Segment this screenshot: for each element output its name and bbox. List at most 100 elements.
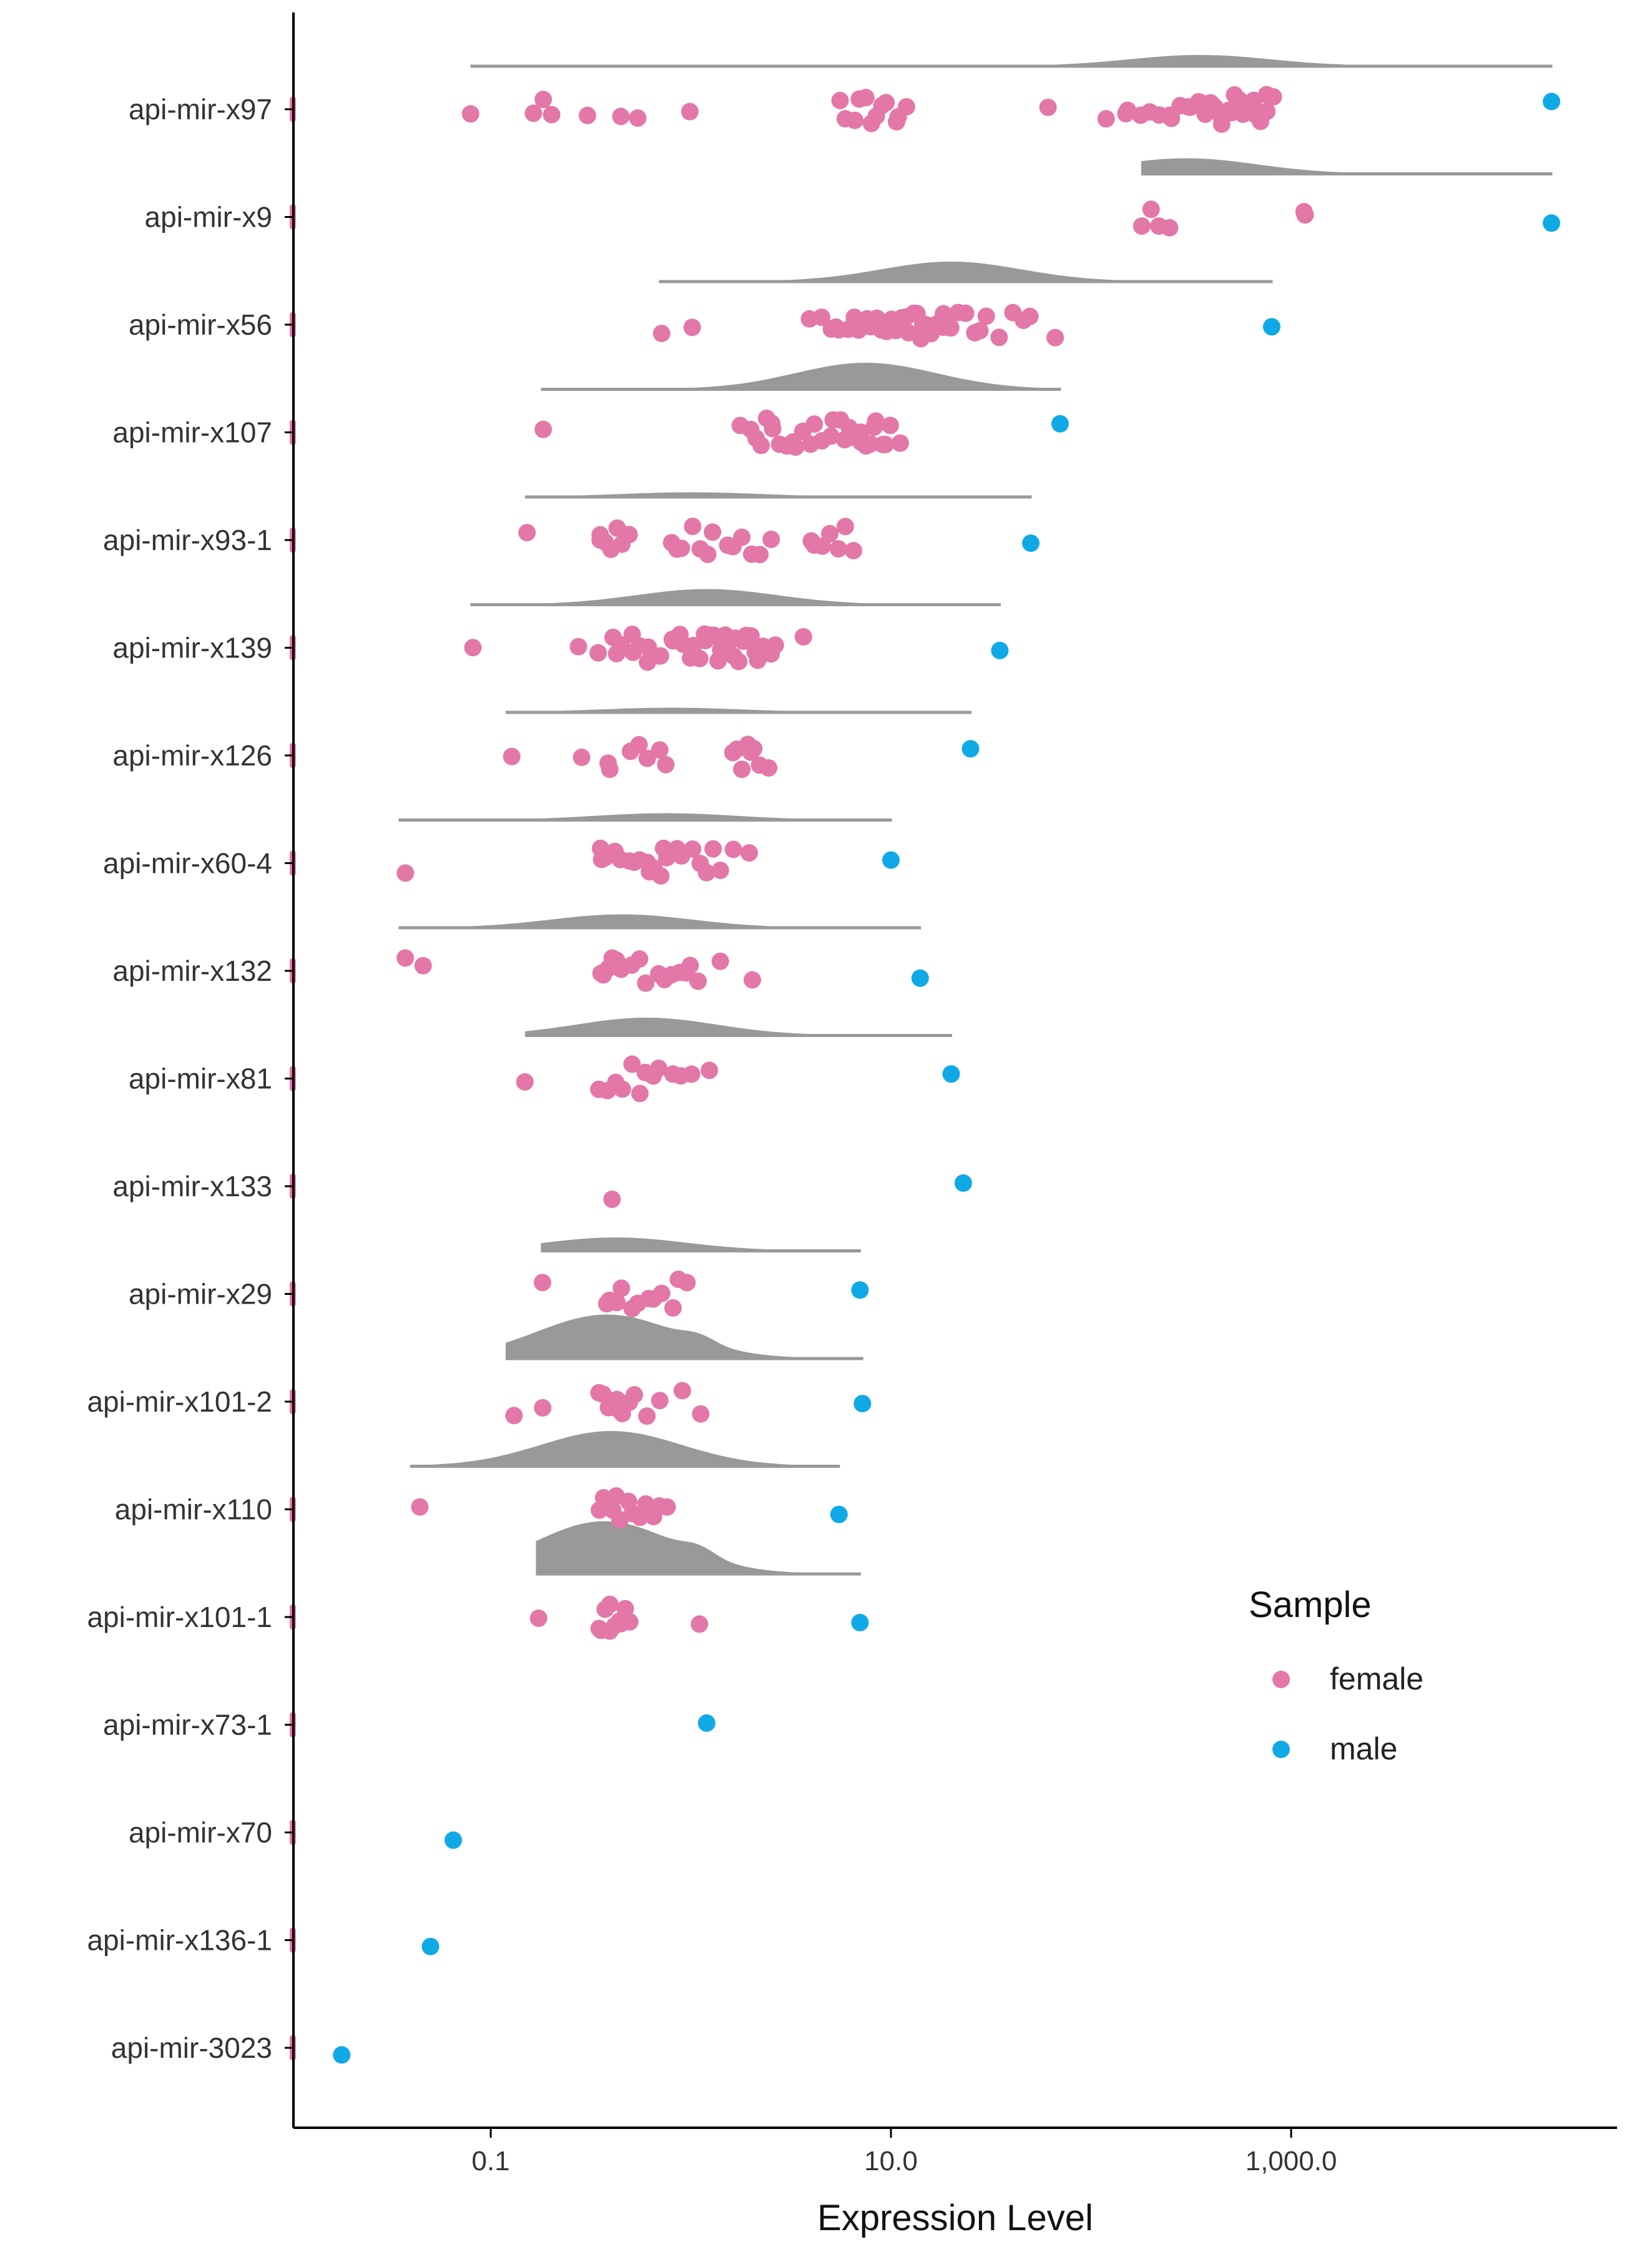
female-point <box>644 1067 662 1085</box>
female-point <box>631 950 649 968</box>
male-point <box>1543 92 1560 111</box>
female-point <box>524 104 543 122</box>
female-point <box>1021 307 1039 325</box>
female-point <box>794 628 812 646</box>
female-point <box>624 643 642 661</box>
y-tick-label: api-mir-x73-1 <box>103 1709 272 1741</box>
female-point <box>626 1386 643 1404</box>
female-point <box>601 1595 619 1613</box>
legend-title: Sample <box>1249 1585 1372 1625</box>
female-point <box>684 637 702 654</box>
female-point <box>396 864 415 882</box>
female-point <box>569 637 588 656</box>
female-point <box>1097 110 1115 128</box>
female-point <box>573 749 591 766</box>
female-point <box>1212 115 1231 133</box>
female-point <box>461 105 479 123</box>
male-point <box>851 1281 869 1299</box>
female-point <box>589 644 607 662</box>
female-point <box>824 411 842 429</box>
female-point <box>516 1073 534 1091</box>
female-point <box>607 645 626 662</box>
male-point <box>961 740 980 758</box>
female-point <box>592 850 611 868</box>
y-tick-label: api-mir-x101-2 <box>87 1385 272 1418</box>
female-point <box>678 1274 696 1292</box>
density-ridge <box>524 492 1032 499</box>
y-tick-label: api-mir-x9 <box>145 201 272 234</box>
male-point <box>942 1065 960 1083</box>
female-point <box>651 647 669 665</box>
female-point <box>836 518 854 536</box>
female-point <box>1258 102 1276 120</box>
y-tick-label: api-mir-x139 <box>112 632 272 664</box>
density-ridge <box>398 813 892 822</box>
female-point <box>623 1055 641 1073</box>
female-point <box>637 1495 655 1513</box>
male-point <box>954 1174 972 1192</box>
male-point <box>911 969 929 987</box>
female-point <box>709 652 727 670</box>
density-ridge <box>536 1521 861 1576</box>
y-tick-label: api-mir-x70 <box>129 1816 272 1849</box>
female-point <box>1295 203 1313 220</box>
female-point <box>744 971 761 989</box>
female-point <box>822 427 840 445</box>
female-point <box>829 540 847 558</box>
female-point <box>747 430 765 447</box>
female-point <box>701 1061 719 1079</box>
female-point <box>503 747 521 765</box>
female-point <box>533 1274 551 1292</box>
female-point <box>505 1407 523 1425</box>
y-tick-label: api-mir-x60-4 <box>103 847 272 880</box>
female-point <box>845 542 862 559</box>
female-point <box>684 518 702 536</box>
female-point <box>836 110 854 128</box>
female-point <box>692 1405 710 1423</box>
legend-label-female: female <box>1330 1661 1423 1696</box>
male-point <box>882 851 900 869</box>
female-point <box>656 970 674 988</box>
female-point <box>654 839 672 857</box>
male-point <box>697 1714 715 1732</box>
female-point <box>608 1294 626 1312</box>
female-point <box>518 524 536 542</box>
y-tick-label: api-mir-x107 <box>112 416 272 449</box>
female-point <box>1133 217 1151 235</box>
female-point <box>1117 105 1135 123</box>
female-point <box>1046 328 1064 347</box>
legend-swatch-female <box>1272 1671 1290 1688</box>
female-point <box>891 434 909 452</box>
male-point <box>991 641 1009 659</box>
female-point <box>1231 91 1249 109</box>
y-tick-label: api-mir-3023 <box>111 2032 272 2064</box>
legend-items: female male <box>1272 1661 1423 1766</box>
x-axis-title: Expression Level <box>817 2198 1093 2238</box>
female-point <box>754 637 772 656</box>
y-tick-label: api-mir-x136-1 <box>87 1924 272 1957</box>
female-point <box>827 318 845 336</box>
female-point <box>616 1600 634 1618</box>
female-point <box>664 1299 682 1317</box>
female-point <box>534 420 553 438</box>
x-tick-labels: 0.1 10.0 1,000.0 <box>471 2128 1337 2176</box>
female-point <box>990 328 1008 347</box>
female-point <box>543 106 561 124</box>
female-point <box>784 433 802 451</box>
female-point <box>591 526 609 544</box>
female-point <box>638 1407 656 1425</box>
female-point <box>651 741 669 759</box>
female-point <box>609 1400 627 1418</box>
female-point <box>862 435 880 453</box>
female-point <box>603 1190 621 1208</box>
female-point <box>865 418 883 436</box>
female-point <box>740 844 758 862</box>
female-point <box>594 966 612 984</box>
male-point <box>830 1505 848 1523</box>
female-point <box>805 536 824 554</box>
female-point <box>1161 219 1179 237</box>
y-tick-label: api-mir-x97 <box>129 93 272 125</box>
female-point <box>877 436 894 453</box>
density-ridge <box>659 261 1273 283</box>
